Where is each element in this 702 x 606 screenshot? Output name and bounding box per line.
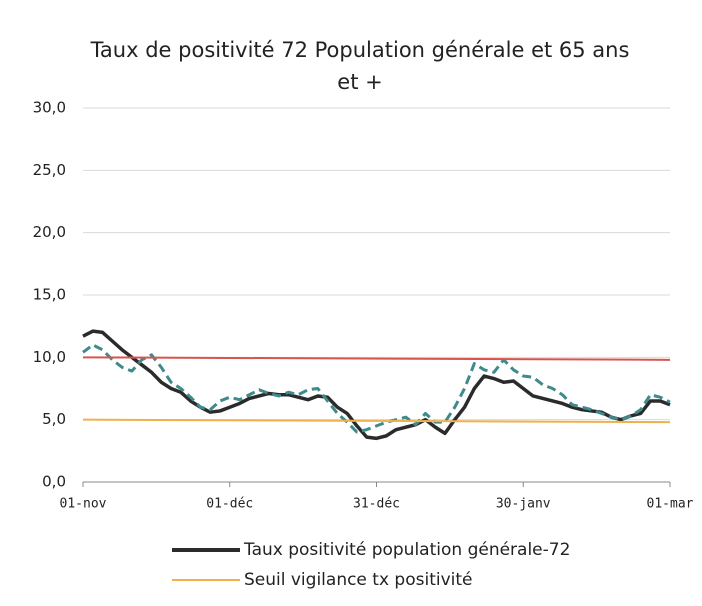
x-tick-label: 01-mar bbox=[647, 497, 694, 512]
y-tick-label: 10,0 bbox=[33, 348, 66, 366]
series-line bbox=[82, 356, 671, 361]
y-tick-label: 25,0 bbox=[33, 161, 66, 179]
series-line bbox=[82, 343, 671, 434]
y-tick-label: 0,0 bbox=[42, 473, 66, 491]
y-tick-label: 20,0 bbox=[33, 223, 66, 241]
x-tick-label: 31-déc bbox=[353, 497, 400, 512]
legend-label: Seuil vigilance tx positivité bbox=[244, 570, 473, 590]
y-tick-label: 5,0 bbox=[42, 410, 66, 428]
series-line bbox=[82, 418, 671, 424]
y-tick-label: 30,0 bbox=[33, 99, 66, 117]
x-tick-label: 01-nov bbox=[60, 497, 107, 512]
x-tick-label: 30-janv bbox=[496, 497, 551, 512]
x-tick-label: 01-déc bbox=[206, 497, 253, 512]
series-line bbox=[82, 329, 671, 441]
y-tick-label: 15,0 bbox=[33, 286, 66, 304]
legend-label: Taux positivité population générale-72 bbox=[243, 540, 570, 560]
chart-title: Taux de positivité 72 Population général… bbox=[90, 38, 630, 94]
